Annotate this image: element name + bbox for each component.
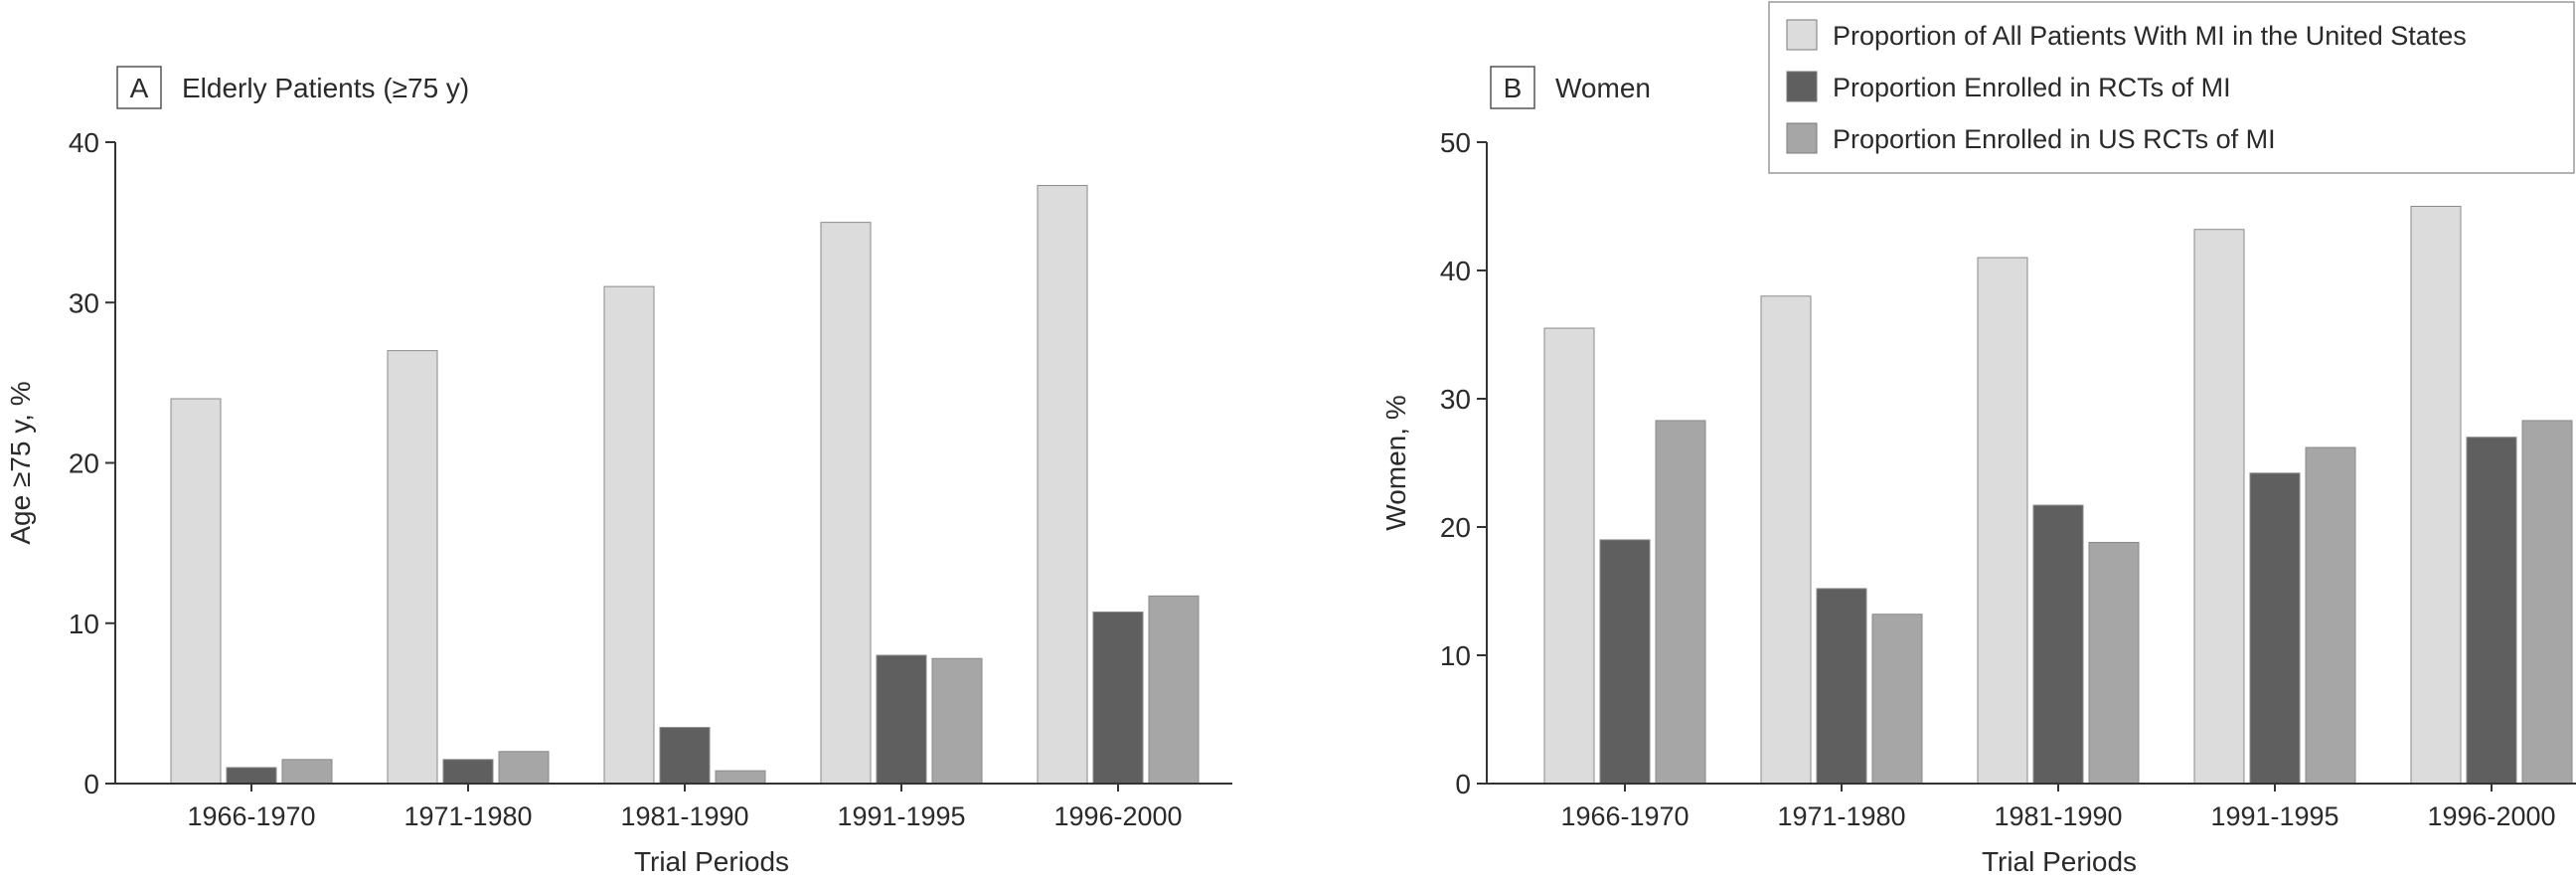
y-tick-label: 50 [1440,127,1471,158]
x-tick-label: 1966-1970 [1560,801,1689,831]
bar-1991-1995-series-2 [876,654,927,785]
y-tick-label: 30 [1440,384,1471,415]
bar-1981-1990-series-2 [659,727,711,785]
bar-1996-2000-series-2 [1092,611,1144,785]
x-tick-label: 1966-1970 [187,801,315,831]
bar-1966-1970-series-1 [1543,327,1595,785]
y-tick-label: 10 [1440,640,1471,671]
x-tick-label: 1971-1980 [403,801,532,831]
legend-swatch-3 [1786,122,1818,154]
chart-title: Women [1555,73,1651,103]
legend: Proportion of All Patients With MI in th… [1768,1,2575,174]
bar-1991-1995-series-3 [2305,446,2356,785]
bar-1966-1970-series-3 [1655,420,1706,785]
bar-1971-1980-series-2 [1816,588,1867,785]
legend-swatch-1 [1786,19,1818,51]
y-tick-label: 10 [69,609,99,639]
y-tick-label: 20 [69,448,99,479]
panel-letter: B [1504,73,1523,103]
legend-label-3: Proportion Enrolled in US RCTs of MI [1833,124,2276,154]
legend-swatch-2 [1786,71,1818,102]
y-axis-title: Age ≥75 y, % [5,381,36,544]
bar-1971-1980-series-1 [1760,295,1812,785]
bar-1966-1970-series-1 [170,398,222,785]
bar-1996-2000-series-1 [2410,206,2462,785]
panel-a-elderly: 1966-1970 1971-1980 1981-1990 1991-1995 1996… [5,66,1232,877]
bar-1981-1990-series-1 [603,285,655,785]
bar-1981-1990-series-3 [2088,541,2140,785]
bar-1996-2000-series-3 [1148,595,1200,785]
bar-1996-2000-series-2 [2466,437,2517,785]
bar-1971-1980-series-3 [498,751,550,785]
bar-1996-2000-series-1 [1037,185,1088,785]
legend-label-2: Proportion Enrolled in RCTs of MI [1833,73,2231,102]
bar-1971-1980-series-2 [442,759,494,785]
bar-1971-1980-series-1 [387,350,438,785]
y-tick-label: 0 [83,769,99,799]
x-axis-title: Trial Periods [1982,846,2137,877]
bar-1981-1990-series-2 [2032,504,2084,785]
bar-1966-1970-series-2 [226,767,277,785]
panel-letter: A [130,73,149,103]
bar-1971-1980-series-3 [1871,614,1923,785]
x-tick-label: 1991-1995 [837,801,965,831]
x-tick-label: 1971-1980 [1777,801,1905,831]
bar-1966-1970-series-3 [281,759,333,785]
panel-b-women: 1966-1970 1971-1980 1981-1990 1991-1995 1996… [1380,66,2576,877]
x-tick-label: 1996-2000 [1053,801,1182,831]
bar-1966-1970-series-2 [1599,539,1651,785]
y-tick-label: 0 [1455,769,1471,799]
y-axis-title: Women, % [1380,395,1411,530]
y-tick-label: 20 [1440,512,1471,543]
y-tick-label: 40 [1440,256,1471,286]
panel-letter-box [1490,66,1535,109]
bar-1991-1995-series-1 [2193,229,2245,785]
x-tick-label: 1991-1995 [2210,801,2338,831]
chart-title: Elderly Patients (≥75 y) [182,73,469,103]
x-axis-title: Trial Periods [634,846,789,877]
bar-1991-1995-series-3 [931,657,983,785]
bar-1996-2000-series-3 [2521,420,2573,785]
x-tick-label: 1981-1990 [620,801,748,831]
bar-1981-1990-series-1 [1977,257,2028,785]
bar-1981-1990-series-3 [715,770,766,785]
bar-1991-1995-series-2 [2249,472,2301,785]
y-tick-label: 30 [69,287,99,318]
panel-letter-box [116,66,162,109]
legend-label-1: Proportion of All Patients With MI in th… [1833,21,2467,51]
legend-box [1768,1,2575,174]
x-tick-label: 1981-1990 [1994,801,2122,831]
bar-1991-1995-series-1 [820,222,872,785]
x-tick-label: 1996-2000 [2427,801,2555,831]
y-tick-label: 40 [69,127,99,158]
